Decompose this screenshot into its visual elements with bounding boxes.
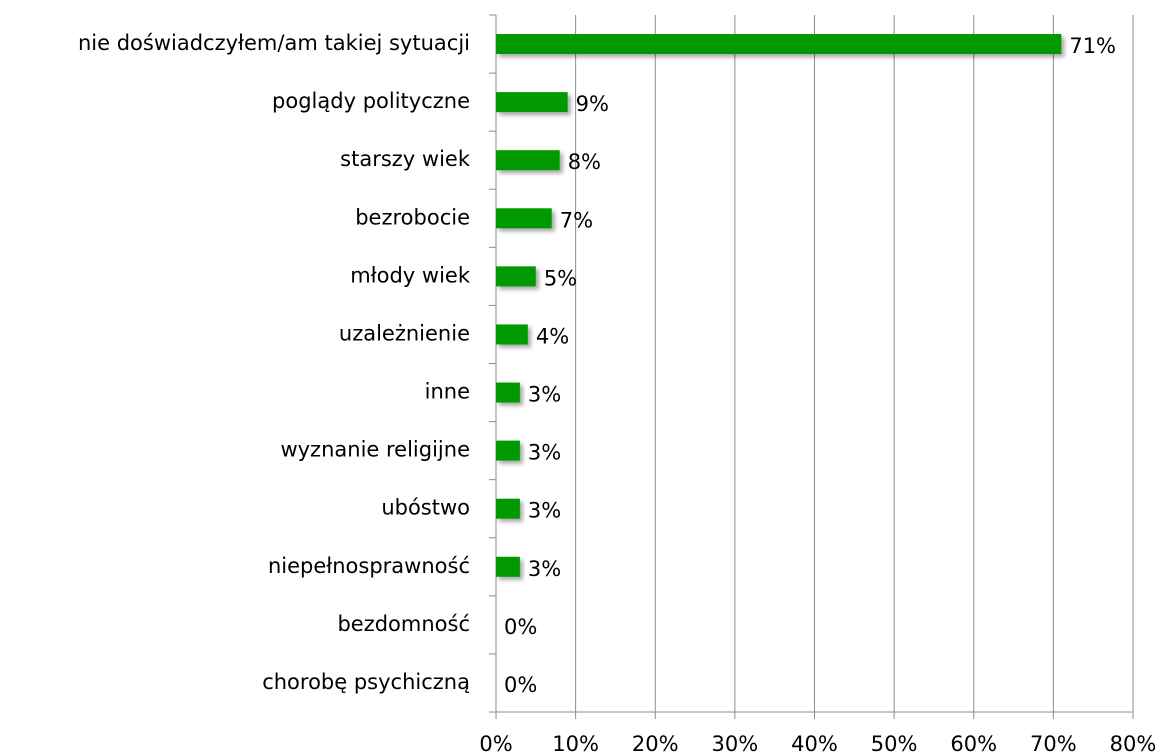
x-tick-label: 60% xyxy=(950,732,997,756)
bar xyxy=(496,208,552,229)
data-label: 0% xyxy=(504,615,537,639)
y-tick-label: inne xyxy=(425,380,470,404)
y-tick-label: bezdomność xyxy=(337,612,470,636)
x-tick-label: 30% xyxy=(712,732,759,756)
bar xyxy=(496,34,1062,55)
x-tick-label: 80% xyxy=(1110,732,1157,756)
x-tick-label: 10% xyxy=(552,732,599,756)
bar xyxy=(496,324,528,345)
y-tick-label: chorobę psychiczną xyxy=(262,670,470,694)
data-label: 3% xyxy=(528,499,561,523)
x-tick-label: 20% xyxy=(632,732,679,756)
data-label: 8% xyxy=(568,150,601,174)
data-label: 3% xyxy=(528,557,561,581)
x-tick-label: 0% xyxy=(479,732,512,756)
data-label: 3% xyxy=(528,383,561,407)
bar xyxy=(496,382,520,403)
data-label: 0% xyxy=(504,673,537,697)
data-label: 7% xyxy=(560,208,593,232)
data-label: 71% xyxy=(1069,34,1116,58)
y-tick-label: niepełnosprawność xyxy=(268,554,470,578)
y-tick-label: wyznanie religijne xyxy=(280,438,470,462)
data-label: 5% xyxy=(544,266,577,290)
data-label: 3% xyxy=(528,441,561,465)
bar xyxy=(496,150,560,171)
bar xyxy=(496,498,520,519)
y-tick-label: bezrobocie xyxy=(355,205,470,229)
bar xyxy=(496,266,536,287)
y-tick-label: starszy wiek xyxy=(340,147,471,171)
y-tick-label: młody wiek xyxy=(350,263,471,287)
y-tick-label: ubóstwo xyxy=(381,496,470,520)
y-tick-label: nie doświadczyłem/am takiej sytuacji xyxy=(78,31,470,55)
data-label: 9% xyxy=(576,92,609,116)
data-label: 4% xyxy=(536,324,569,348)
x-tick-label: 70% xyxy=(1030,732,1077,756)
bar xyxy=(496,440,520,461)
y-tick-label: poglądy polityczne xyxy=(272,89,470,113)
y-tick-label: uzależnienie xyxy=(339,321,470,345)
x-tick-label: 40% xyxy=(791,732,838,756)
bar xyxy=(496,556,520,577)
x-tick-label: 50% xyxy=(871,732,918,756)
bar xyxy=(496,92,568,113)
